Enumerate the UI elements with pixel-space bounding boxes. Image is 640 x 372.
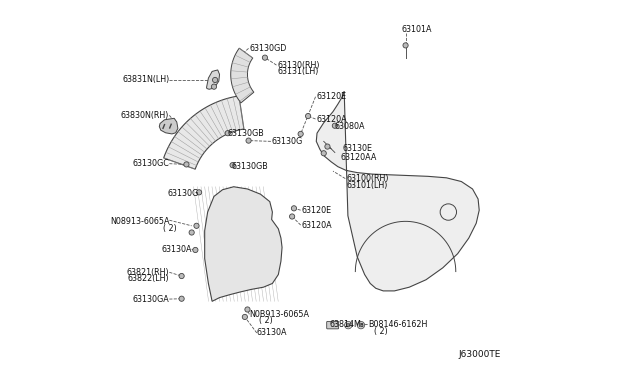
Text: 63821(RH): 63821(RH) bbox=[127, 268, 170, 277]
Text: 63822(LH): 63822(LH) bbox=[128, 275, 170, 283]
Circle shape bbox=[246, 138, 251, 143]
Text: ( 2): ( 2) bbox=[374, 327, 388, 336]
Text: B: B bbox=[359, 323, 363, 328]
Circle shape bbox=[298, 131, 303, 137]
Text: N0B913-6065A: N0B913-6065A bbox=[250, 310, 309, 319]
Text: 63101A: 63101A bbox=[402, 25, 433, 34]
Text: 63130G: 63130G bbox=[271, 137, 303, 146]
Circle shape bbox=[357, 321, 365, 329]
Text: 63101(LH): 63101(LH) bbox=[346, 181, 387, 190]
Text: 63130GB: 63130GB bbox=[232, 162, 268, 171]
Text: 63131(LH): 63131(LH) bbox=[277, 67, 319, 76]
Text: 63130GA: 63130GA bbox=[132, 295, 170, 304]
Circle shape bbox=[344, 321, 352, 329]
Circle shape bbox=[211, 84, 216, 89]
Polygon shape bbox=[316, 91, 479, 291]
FancyBboxPatch shape bbox=[326, 321, 339, 329]
Text: 63130G: 63130G bbox=[168, 189, 199, 198]
Polygon shape bbox=[207, 70, 220, 89]
Text: 63130A: 63130A bbox=[161, 245, 191, 254]
Text: ( 2): ( 2) bbox=[163, 224, 177, 233]
Text: 63120E: 63120E bbox=[316, 92, 346, 101]
Text: 63120A: 63120A bbox=[301, 221, 332, 230]
Text: 63130A: 63130A bbox=[257, 328, 287, 337]
Circle shape bbox=[230, 163, 235, 168]
Circle shape bbox=[262, 55, 268, 60]
Circle shape bbox=[179, 273, 184, 279]
Circle shape bbox=[305, 113, 310, 119]
Text: 63130(RH): 63130(RH) bbox=[277, 61, 320, 70]
Text: 63100(RH): 63100(RH) bbox=[346, 174, 388, 183]
Circle shape bbox=[243, 314, 248, 320]
Text: B08146-6162H: B08146-6162H bbox=[369, 320, 428, 329]
Text: 63814M: 63814M bbox=[330, 320, 362, 329]
Circle shape bbox=[332, 123, 337, 128]
Circle shape bbox=[289, 214, 294, 219]
Polygon shape bbox=[159, 118, 178, 134]
Text: ( 2): ( 2) bbox=[259, 316, 273, 325]
Circle shape bbox=[225, 131, 230, 136]
Polygon shape bbox=[205, 187, 282, 301]
Polygon shape bbox=[231, 48, 254, 103]
Text: N08913-6065A: N08913-6065A bbox=[110, 217, 170, 226]
Circle shape bbox=[325, 144, 330, 149]
Text: 63120A: 63120A bbox=[316, 115, 347, 124]
Text: 63830N(RH): 63830N(RH) bbox=[121, 111, 170, 120]
Circle shape bbox=[321, 151, 326, 156]
Text: J63000TE: J63000TE bbox=[458, 350, 500, 359]
Polygon shape bbox=[164, 96, 244, 169]
Circle shape bbox=[291, 206, 296, 211]
Circle shape bbox=[179, 296, 184, 301]
Circle shape bbox=[196, 190, 202, 195]
Circle shape bbox=[346, 323, 350, 327]
Circle shape bbox=[212, 77, 218, 83]
Text: 63831N(LH): 63831N(LH) bbox=[122, 76, 170, 84]
Circle shape bbox=[193, 247, 198, 253]
Text: 63130GB: 63130GB bbox=[227, 129, 264, 138]
Circle shape bbox=[189, 230, 195, 235]
Text: 63130GD: 63130GD bbox=[250, 44, 287, 53]
Text: 63120E: 63120E bbox=[301, 206, 332, 215]
Circle shape bbox=[194, 223, 199, 228]
Circle shape bbox=[245, 307, 250, 312]
Circle shape bbox=[184, 162, 189, 167]
Text: 63130E: 63130E bbox=[342, 144, 372, 153]
Text: 63080A: 63080A bbox=[334, 122, 365, 131]
Text: 63120AA: 63120AA bbox=[340, 153, 377, 162]
Text: 63130GC: 63130GC bbox=[132, 159, 170, 168]
Circle shape bbox=[403, 43, 408, 48]
